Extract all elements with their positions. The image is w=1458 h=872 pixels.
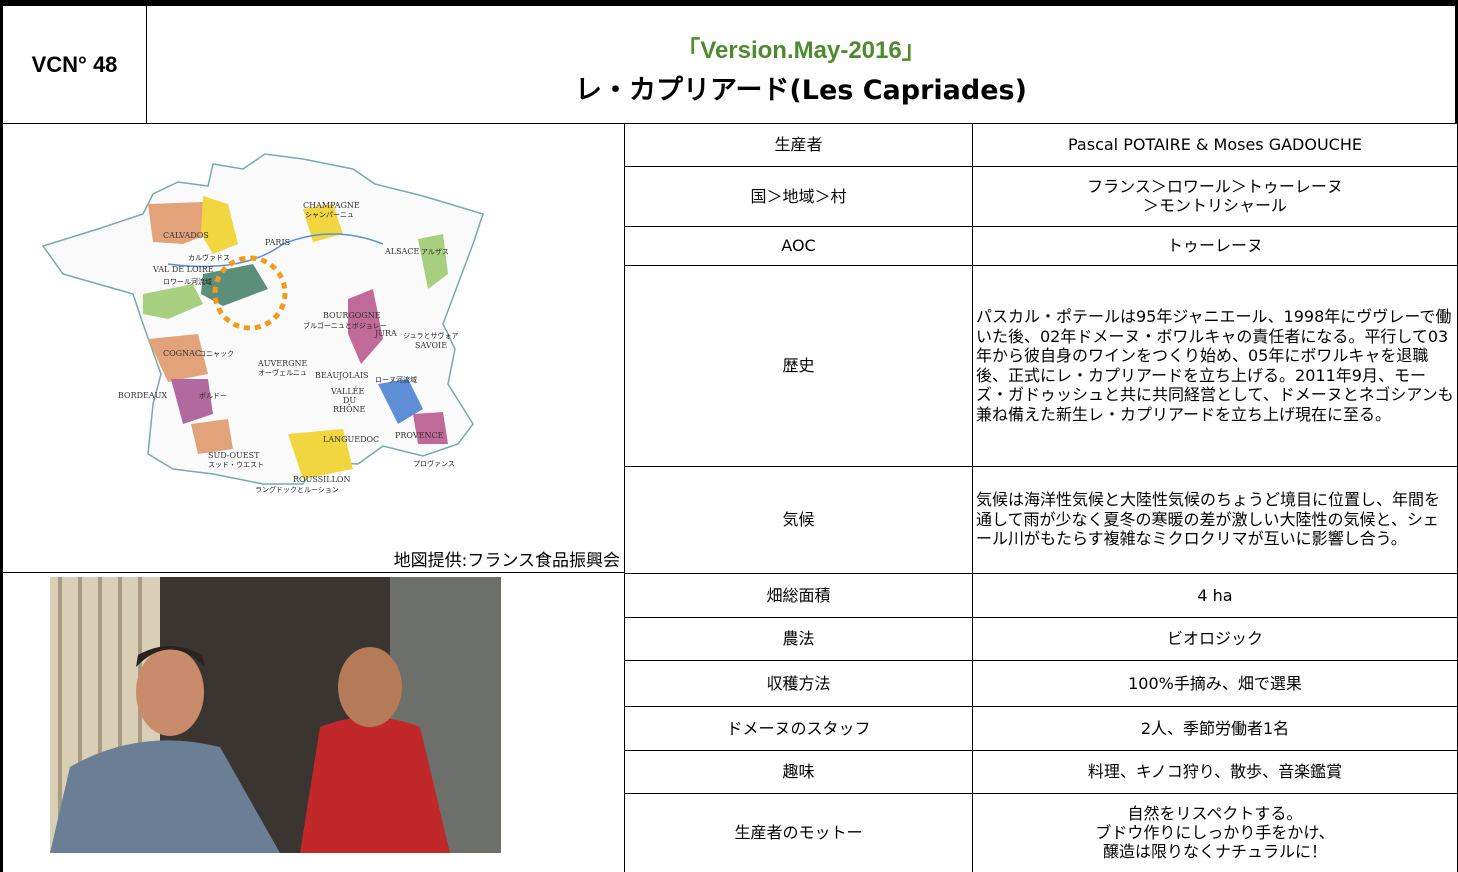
map-label: BOURGOGNE xyxy=(323,311,381,320)
map-label: VALLÉE xyxy=(330,387,364,396)
map-label: CHAMPAGNE xyxy=(303,201,360,210)
row-label: ドメーヌのスタッフ xyxy=(625,706,973,751)
header-divider xyxy=(146,6,147,124)
map-label: カルヴァドス xyxy=(188,253,230,262)
row-value: パスカル・ポテールは95年ジャニエール、1998年にヴヴレーで働いた後、02年ド… xyxy=(973,265,1458,467)
map-label: VAL DE LOIRE xyxy=(152,265,214,274)
doc-id: VCN° 48 xyxy=(31,51,118,77)
row-label: 生産者のモットー xyxy=(625,793,973,872)
map-label: プロヴァンス xyxy=(413,459,455,468)
map-label: スッド・ウエスト xyxy=(208,461,264,469)
map-label: シャンパーニュ xyxy=(305,211,354,219)
map-label: PROVENCE xyxy=(395,431,444,440)
map-label: ALSACE xyxy=(384,247,419,256)
river xyxy=(167,233,384,268)
value-line: ＞モントリシャール xyxy=(1142,196,1287,215)
row-label: 生産者 xyxy=(625,123,973,167)
person-hair xyxy=(136,646,205,667)
photo xyxy=(50,577,501,853)
row-label: 国＞地域＞村 xyxy=(625,166,973,227)
map-label: ラングドックとルーション xyxy=(255,485,339,494)
map-label: DU xyxy=(343,396,356,405)
region xyxy=(148,202,208,244)
right-border xyxy=(1455,0,1458,124)
map-label: ジュラとサヴォア xyxy=(403,331,459,340)
value-line: 自然をリスペクトする。 xyxy=(1127,804,1303,823)
region xyxy=(418,234,448,289)
region xyxy=(201,264,268,306)
column-divider xyxy=(624,123,625,872)
map-label: AUVERGNE xyxy=(257,359,308,368)
row-label: 畑総面積 xyxy=(625,573,973,618)
row-value: 4 ha xyxy=(973,573,1458,618)
person-head xyxy=(136,648,204,736)
row-value: フランス＞ロワール＞トゥーレーヌ ＞モントリシャール xyxy=(973,166,1458,227)
row-value: 自然をリスペクトする。 ブドウ作りにしっかり手をかけ、 醸造は限りなくナチュラルに！ xyxy=(973,793,1458,872)
row-label: 気候 xyxy=(625,466,973,574)
map-label: RHÔNE xyxy=(333,405,366,414)
top-border xyxy=(0,0,1458,6)
value-line: ブドウ作りにしっかり手をかけ、 xyxy=(1095,823,1335,842)
row-value: 2人、季節労働者1名 xyxy=(973,706,1458,751)
map-label: LANGUEDOC xyxy=(323,435,379,444)
person-shirt xyxy=(300,717,450,853)
row-value: Pascal POTAIRE & Moses GADOUCHE xyxy=(973,123,1458,167)
row-value: 気候は海洋性気候と大陸性気候のちょうど境目に位置し、年間を通して雨が少なく夏冬の… xyxy=(973,466,1458,574)
version: 「Version.May-2016」 xyxy=(676,37,926,64)
left-row-rule xyxy=(0,572,625,573)
map-label: ローヌ河流域 xyxy=(375,375,417,384)
map-label: COGNAC xyxy=(163,349,201,358)
region xyxy=(148,334,208,382)
region xyxy=(378,379,423,424)
map-label: ROUSSILLON xyxy=(293,475,351,484)
map-label: ロワール河流域 xyxy=(163,277,212,286)
map-label: BEAUJOLAIS xyxy=(315,371,369,380)
row-label: AOC xyxy=(625,226,973,266)
region xyxy=(413,412,448,444)
row-value: ビオロジック xyxy=(973,617,1458,661)
region xyxy=(303,204,343,242)
map-label: オーヴェルニュ xyxy=(258,368,307,377)
region xyxy=(348,289,383,364)
map-label: SAVOIE xyxy=(415,341,447,350)
map-label: JURA xyxy=(374,329,397,338)
region xyxy=(288,429,353,479)
header-rule xyxy=(0,123,1458,124)
map-label: SUD-OUEST xyxy=(208,451,260,460)
left-border xyxy=(0,0,3,872)
map-label: ブルゴーニュとボジョレー xyxy=(303,321,387,330)
row-label: 歴史 xyxy=(625,265,973,467)
map-label: アルザス xyxy=(421,248,449,256)
map-label: PARIS xyxy=(265,238,290,247)
region xyxy=(191,419,233,454)
person-head xyxy=(338,647,402,727)
map-caption: 地図提供:フランス食品振興会 xyxy=(393,551,620,571)
value-line: 醸造は限りなくナチュラルに！ xyxy=(1102,842,1327,861)
row-value: 100%手摘み、畑で選果 xyxy=(973,660,1458,707)
row-label: 農法 xyxy=(625,617,973,661)
highlight-circle xyxy=(212,255,288,331)
map-label: CALVADOS xyxy=(163,231,209,240)
person-vest xyxy=(50,740,280,853)
map-label: コニャック xyxy=(199,350,234,358)
value-line: フランス＞ロワール＞トゥーレーヌ xyxy=(1087,177,1343,196)
map-label: ボルドー xyxy=(199,392,227,400)
row-label: 趣味 xyxy=(625,750,973,794)
row-value: トゥーレーヌ xyxy=(973,226,1458,266)
row-value: 料理、キノコ狩り、散歩、音楽鑑賞 xyxy=(973,750,1458,794)
title: レ・カプリアード(Les Capriades) xyxy=(575,75,1027,106)
region xyxy=(201,196,238,254)
region xyxy=(143,284,203,319)
map-label: BORDEAUX xyxy=(118,391,167,400)
row-label: 収穫方法 xyxy=(625,660,973,707)
region xyxy=(171,379,213,424)
